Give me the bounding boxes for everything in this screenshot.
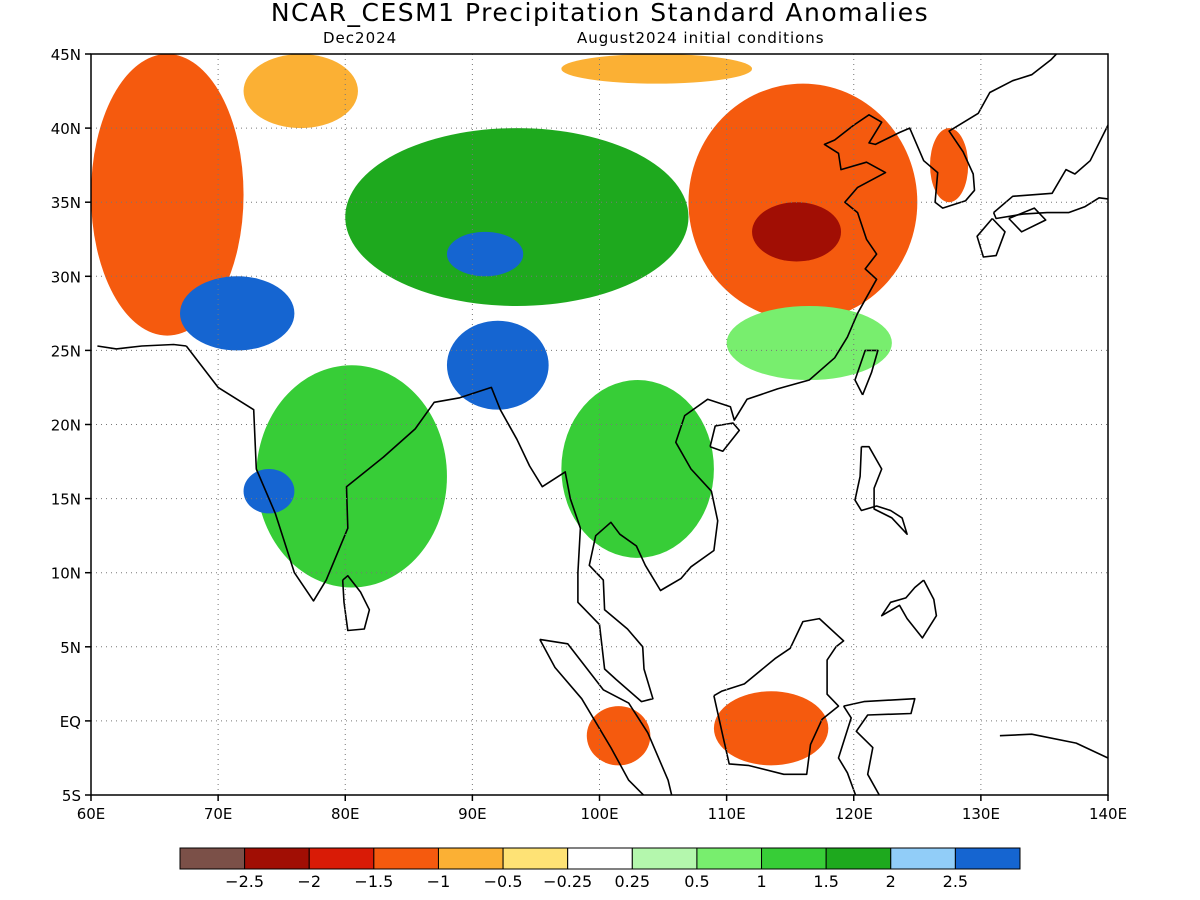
y-tick-label: 5S xyxy=(62,787,81,805)
colorbar-label: 2 xyxy=(886,872,896,891)
coastline-11 xyxy=(1008,207,1047,233)
axis-ticks: 60E 70E 80E 90E 100E 110E 120E 130E 140E 45N 40N 35… xyxy=(51,46,1127,823)
colorbar-label: −2 xyxy=(297,872,321,891)
colorbar-swatch xyxy=(890,847,956,870)
colorbar-label: 0.25 xyxy=(614,872,650,891)
y-tick-label: EQ xyxy=(60,713,81,731)
colorbar-label: −2.5 xyxy=(225,872,264,891)
init-conditions-label: August2024 initial conditions xyxy=(577,29,825,47)
colorbar-swatch xyxy=(179,847,246,870)
colorbar-label: −0.25 xyxy=(543,872,592,891)
colorbar-label: −1 xyxy=(427,872,451,891)
coastline-8 xyxy=(880,579,938,639)
anomaly-region-9 xyxy=(446,320,549,410)
coastline-10 xyxy=(976,217,1006,258)
valid-month-label: Dec2024 xyxy=(323,29,398,47)
anomaly-region-13 xyxy=(586,706,651,766)
anomaly-region-15 xyxy=(930,128,969,203)
anomaly-region-2 xyxy=(561,54,753,84)
x-tick-label: 130E xyxy=(962,805,1000,823)
y-tick-label: 10N xyxy=(51,565,81,583)
x-tick-label: 80E xyxy=(331,805,360,823)
figure-title: NCAR_CESM1 Precipitation Standard Anomal… xyxy=(270,0,930,27)
colorbar-swatch xyxy=(308,847,375,870)
anomaly-region-4 xyxy=(752,202,842,262)
coastline-13 xyxy=(999,733,1108,759)
anomaly-region-5 xyxy=(726,305,892,381)
y-tick-label: 35N xyxy=(51,194,81,212)
y-tick-label: 45N xyxy=(51,46,81,64)
colorbar-label: 1.5 xyxy=(813,872,838,891)
coastline-12 xyxy=(992,123,1108,220)
colorbar-swatch xyxy=(437,847,504,870)
colorbar-swatch xyxy=(244,847,310,870)
colorbar-label: 0.5 xyxy=(684,872,709,891)
anomaly-region-0 xyxy=(91,54,244,336)
colorbar-swatch xyxy=(502,847,569,870)
coastline-6 xyxy=(709,422,741,452)
x-tick-label: 120E xyxy=(835,805,873,823)
colorbar-label: 2.5 xyxy=(943,872,968,891)
colorbar-label: −1.5 xyxy=(354,872,393,891)
coastline-7 xyxy=(854,445,908,535)
y-tick-label: 15N xyxy=(51,491,81,509)
x-tick-label: 60E xyxy=(77,805,106,823)
colorbar-swatch xyxy=(954,847,1021,870)
colorbar-swatch xyxy=(631,847,698,870)
anomaly-region-6 xyxy=(345,128,689,306)
colorbar-swatch xyxy=(825,847,892,870)
y-tick-label: 5N xyxy=(60,639,81,657)
colorbar-swatch xyxy=(373,847,439,870)
colorbar-swatch xyxy=(696,847,763,870)
anomaly-fill-layer xyxy=(91,54,969,766)
x-tick-label: 110E xyxy=(708,805,746,823)
anomaly-region-3 xyxy=(688,83,918,321)
x-tick-label: 70E xyxy=(204,805,233,823)
coastline-0 xyxy=(185,54,1058,703)
y-tick-label: 25N xyxy=(51,342,81,360)
anomaly-region-11 xyxy=(243,468,295,514)
anomaly-region-10 xyxy=(256,365,447,588)
y-tick-label: 30N xyxy=(51,268,81,286)
anomaly-region-14 xyxy=(713,691,829,766)
colorbar-swatch xyxy=(761,847,827,870)
anomaly-region-7 xyxy=(446,231,524,277)
coastline-2 xyxy=(341,574,371,632)
colorbar: −2.5 −2 −1.5 −1 −0.5 −0.25 0.25 0.5 1 1.5 2 2.5 xyxy=(179,847,1021,891)
colorbar-swatch xyxy=(567,847,633,870)
coastline-4 xyxy=(713,617,845,776)
coastline-1 xyxy=(97,343,187,350)
colorbar-label: 1 xyxy=(756,872,766,891)
y-tick-label: 20N xyxy=(51,417,81,435)
colorbar-label: −0.5 xyxy=(484,872,523,891)
coastline-9 xyxy=(837,697,916,795)
map-plot-area xyxy=(91,54,1108,795)
y-tick-label: 40N xyxy=(51,120,81,138)
x-tick-label: 140E xyxy=(1089,805,1127,823)
x-tick-label: 100E xyxy=(580,805,618,823)
coastlines xyxy=(97,54,1108,795)
anomaly-region-1 xyxy=(243,54,358,129)
lat-lon-gridlines xyxy=(91,54,1108,795)
coastline-3 xyxy=(539,638,673,795)
x-tick-label: 90E xyxy=(458,805,487,823)
anomaly-region-8 xyxy=(179,276,295,351)
